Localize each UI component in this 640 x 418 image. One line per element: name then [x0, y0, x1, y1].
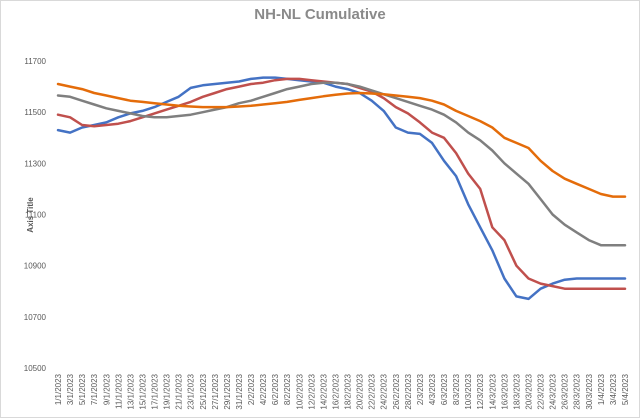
x-tick-label: 26/3/2023	[561, 373, 570, 409]
x-tick-label: 17/1/2023	[151, 373, 160, 409]
x-tick-label: 1/1/2023	[54, 373, 63, 405]
x-tick-label: 10/2/2023	[295, 373, 304, 409]
x-tick-label: 22/2/2023	[368, 373, 377, 409]
x-tick-label: 30/3/2023	[585, 373, 594, 409]
y-axis-title: Axis Title	[26, 197, 35, 233]
x-tick-label: 13/1/2023	[126, 373, 135, 409]
x-tick-label: 24/2/2023	[380, 373, 389, 409]
x-tick-label: 4/3/2023	[428, 373, 437, 405]
x-tick-label: 5/1/2023	[78, 373, 87, 405]
x-tick-label: 3/1/2023	[66, 373, 75, 405]
y-tick-label: 11500	[24, 108, 46, 117]
x-tick-label: 20/2/2023	[356, 373, 365, 409]
x-tick-label: 3/4/2023	[609, 373, 618, 405]
x-tick-label: 12/2/2023	[307, 373, 316, 409]
y-tick-label: 10900	[24, 262, 47, 271]
x-tick-label: 14/2/2023	[319, 373, 328, 409]
x-tick-label: 6/3/2023	[440, 373, 449, 405]
x-tick-label: 18/2/2023	[344, 373, 353, 409]
y-tick-label: 11100	[25, 211, 47, 220]
x-tick-label: 16/2/2023	[331, 373, 340, 409]
x-tick-label: 5/4/2023	[621, 373, 630, 405]
x-tick-label: 26/2/2023	[392, 373, 401, 409]
x-tick-label: 29/1/2023	[223, 373, 232, 409]
x-tick-label: 23/1/2023	[187, 373, 196, 409]
x-tick-label: 9/1/2023	[102, 373, 111, 405]
x-tick-label: 14/3/2023	[488, 373, 497, 409]
series-line-4	[56, 82, 627, 198]
x-tick-label: 10/3/2023	[464, 373, 473, 409]
y-tick-label: 11700	[24, 57, 46, 66]
x-tick-labels: 1/1/2023 3/1/2023 5/1/2023 7/1/2023 9/1/2023…	[54, 373, 630, 409]
x-tick-label: 18/3/2023	[512, 373, 521, 409]
x-tick-label: 2/2/2023	[247, 373, 256, 405]
y-tick-label: 11300	[24, 159, 46, 168]
y-tick-label: 10700	[24, 313, 47, 322]
x-tick-label: 28/2/2023	[404, 373, 413, 409]
x-tick-label: 4/2/2023	[259, 373, 268, 405]
x-tick-label: 12/3/2023	[476, 373, 485, 409]
x-tick-label: 11/1/2023	[114, 373, 123, 409]
series-line-1	[56, 76, 627, 301]
x-tick-label: 28/3/2023	[573, 373, 582, 409]
y-tick-labels: 10500 10700 10900 11100 11300 11500 11700	[24, 57, 47, 373]
x-tick-label: 16/3/2023	[500, 373, 509, 409]
x-tick-label: 22/3/2023	[537, 373, 546, 409]
x-tick-label: 8/2/2023	[283, 373, 292, 405]
x-tick-label: 19/1/2023	[163, 373, 172, 409]
x-tick-label: 21/1/2023	[175, 373, 184, 409]
x-tick-label: 20/3/2023	[524, 373, 533, 409]
x-tick-label: 24/3/2023	[549, 373, 558, 409]
x-tick-label: 2/3/2023	[416, 373, 425, 405]
series-lines	[56, 76, 627, 301]
x-tick-label: 8/3/2023	[452, 373, 461, 405]
chart-title: NH-NL Cumulative	[254, 6, 386, 23]
x-tick-label: 31/1/2023	[235, 373, 244, 409]
x-tick-label: 7/1/2023	[90, 373, 99, 405]
y-tick-label: 10500	[24, 364, 47, 373]
x-tick-label: 15/1/2023	[138, 373, 147, 409]
x-tick-label: 1/4/2023	[597, 373, 606, 405]
series-line-3	[56, 81, 627, 247]
x-tick-label: 6/2/2023	[271, 373, 280, 405]
x-tick-label: 25/1/2023	[199, 373, 208, 409]
x-tick-label: 27/1/2023	[211, 373, 220, 409]
